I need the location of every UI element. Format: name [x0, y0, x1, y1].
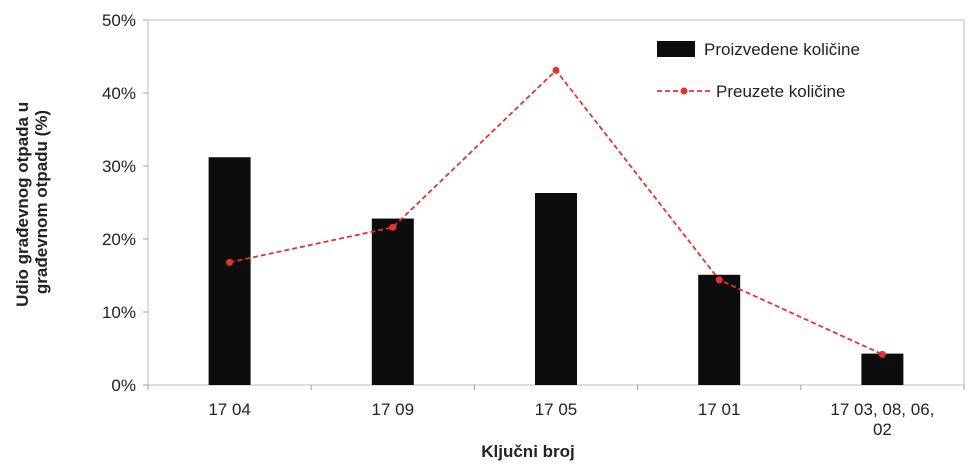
- x-tick-label-line: 17 03, 08, 06,: [830, 400, 934, 419]
- line-series: [226, 66, 886, 358]
- x-tick-label: 17 09: [372, 400, 415, 419]
- line-point: [226, 258, 234, 266]
- x-tick-label: 17 05: [535, 400, 578, 419]
- bar: [698, 274, 741, 385]
- legend-label-line: Preuzete količine: [716, 82, 845, 101]
- x-tick-label-line: 17 05: [535, 400, 578, 419]
- line-point: [552, 66, 560, 74]
- x-tick-label: 17 04: [208, 400, 251, 419]
- y-axis-title-line-1: Udio građevnog otpada u: [13, 102, 32, 307]
- y-axis-title-line-2: građevnom otpadu (%): [32, 110, 51, 294]
- bar-series: [208, 157, 904, 385]
- legend-label-bar: Proizvedene količine: [704, 40, 860, 59]
- bar: [535, 193, 577, 385]
- y-tick-label: 50%: [102, 11, 136, 30]
- line-point: [715, 276, 723, 284]
- x-tick-label-line: 02: [873, 420, 892, 439]
- y-axis: 0% 10% 20% 30% 40% 50%: [102, 11, 148, 395]
- line-point: [878, 350, 886, 358]
- x-tick-label-line: 17 09: [372, 400, 415, 419]
- bar: [208, 157, 251, 385]
- y-tick-label: 20%: [102, 230, 136, 249]
- x-tick-label: 17 01: [698, 400, 741, 419]
- legend-swatch-bar: [657, 41, 695, 57]
- x-tick-label-line: 17 01: [698, 400, 741, 419]
- x-tick-label-line: 17 04: [208, 400, 251, 419]
- y-tick-label: 0%: [111, 376, 136, 395]
- y-tick-label: 10%: [102, 303, 136, 322]
- legend: Proizvedene količine Preuzete količine: [657, 40, 860, 101]
- line-point: [389, 223, 397, 231]
- legend-swatch-marker: [680, 87, 688, 95]
- y-tick-label: 30%: [102, 157, 136, 176]
- bar: [371, 218, 414, 385]
- y-axis-title: Udio građevnog otpada u građevnom otpadu…: [13, 97, 51, 307]
- y-tick-label: 40%: [102, 84, 136, 103]
- bar: [861, 353, 904, 385]
- x-axis: 17 04 17 09 17 05 17 01 17 03, 08, 06, 02: [147, 385, 965, 439]
- x-axis-title: Ključni broj: [481, 442, 575, 461]
- x-tick-label: 17 03, 08, 06, 02: [830, 400, 934, 439]
